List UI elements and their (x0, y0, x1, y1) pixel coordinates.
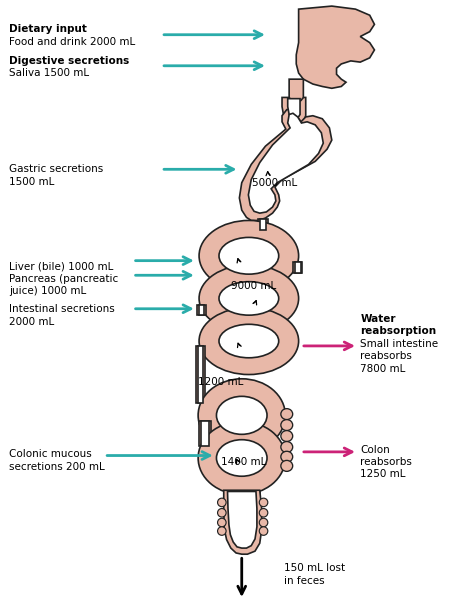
Ellipse shape (281, 431, 292, 442)
Polygon shape (293, 262, 302, 273)
Text: reabsorption: reabsorption (360, 326, 437, 336)
Text: 9000 mL: 9000 mL (231, 281, 276, 291)
Polygon shape (248, 113, 323, 213)
Text: Pancreas (pancreatic: Pancreas (pancreatic (9, 274, 119, 284)
Text: 1250 mL: 1250 mL (360, 469, 406, 479)
Polygon shape (295, 262, 301, 273)
Text: Colon: Colon (360, 445, 390, 454)
Ellipse shape (281, 451, 292, 462)
Ellipse shape (198, 421, 285, 495)
Text: Digestive secretions: Digestive secretions (9, 56, 130, 66)
Text: 5000 mL: 5000 mL (252, 178, 298, 188)
Text: Small intestine: Small intestine (360, 339, 438, 349)
Polygon shape (196, 346, 205, 403)
Polygon shape (224, 492, 260, 499)
Text: Gastric secretions: Gastric secretions (9, 164, 104, 174)
Text: Dietary input: Dietary input (9, 24, 87, 34)
Polygon shape (296, 6, 374, 88)
Ellipse shape (219, 238, 279, 274)
Ellipse shape (218, 518, 226, 527)
Polygon shape (224, 490, 262, 554)
Ellipse shape (281, 442, 292, 452)
Ellipse shape (217, 440, 267, 476)
Polygon shape (288, 99, 300, 119)
Ellipse shape (218, 527, 226, 535)
Text: Colonic mucous: Colonic mucous (9, 449, 92, 459)
Ellipse shape (281, 420, 292, 431)
Text: 1500 mL: 1500 mL (9, 177, 55, 186)
Ellipse shape (259, 498, 268, 507)
Text: 1200 mL: 1200 mL (198, 378, 243, 387)
Ellipse shape (281, 409, 292, 420)
Polygon shape (282, 97, 306, 125)
Polygon shape (199, 304, 204, 315)
Text: Intestinal secretions: Intestinal secretions (9, 304, 115, 314)
Text: 2000 mL: 2000 mL (9, 317, 55, 326)
Ellipse shape (199, 265, 299, 332)
Text: secretions 200 mL: secretions 200 mL (9, 462, 105, 471)
Polygon shape (198, 346, 203, 403)
Ellipse shape (259, 518, 268, 527)
Ellipse shape (218, 509, 226, 517)
Ellipse shape (281, 460, 292, 471)
Polygon shape (197, 304, 206, 315)
Text: 1400 mL: 1400 mL (221, 457, 267, 466)
Polygon shape (239, 110, 332, 220)
Ellipse shape (218, 498, 226, 507)
Text: juice) 1000 mL: juice) 1000 mL (9, 286, 87, 296)
Polygon shape (228, 491, 257, 548)
Ellipse shape (217, 396, 267, 434)
Polygon shape (260, 219, 266, 230)
Polygon shape (199, 421, 211, 446)
Text: reabsorbs: reabsorbs (360, 351, 412, 361)
Polygon shape (289, 79, 303, 102)
Text: Saliva 1500 mL: Saliva 1500 mL (9, 68, 90, 78)
Ellipse shape (219, 324, 279, 358)
Ellipse shape (199, 220, 299, 291)
Ellipse shape (259, 527, 268, 535)
Text: Liver (bile) 1000 mL: Liver (bile) 1000 mL (9, 262, 114, 272)
Ellipse shape (198, 379, 285, 452)
Text: 7800 mL: 7800 mL (360, 364, 406, 373)
Ellipse shape (219, 281, 279, 315)
Text: in feces: in feces (284, 576, 325, 585)
Polygon shape (258, 219, 268, 230)
Ellipse shape (259, 509, 268, 517)
Text: Food and drink 2000 mL: Food and drink 2000 mL (9, 37, 136, 46)
Text: 150 mL lost: 150 mL lost (284, 563, 346, 573)
Ellipse shape (199, 308, 299, 375)
Text: Water: Water (360, 314, 396, 323)
Text: reabsorbs: reabsorbs (360, 457, 412, 466)
Polygon shape (201, 421, 209, 446)
